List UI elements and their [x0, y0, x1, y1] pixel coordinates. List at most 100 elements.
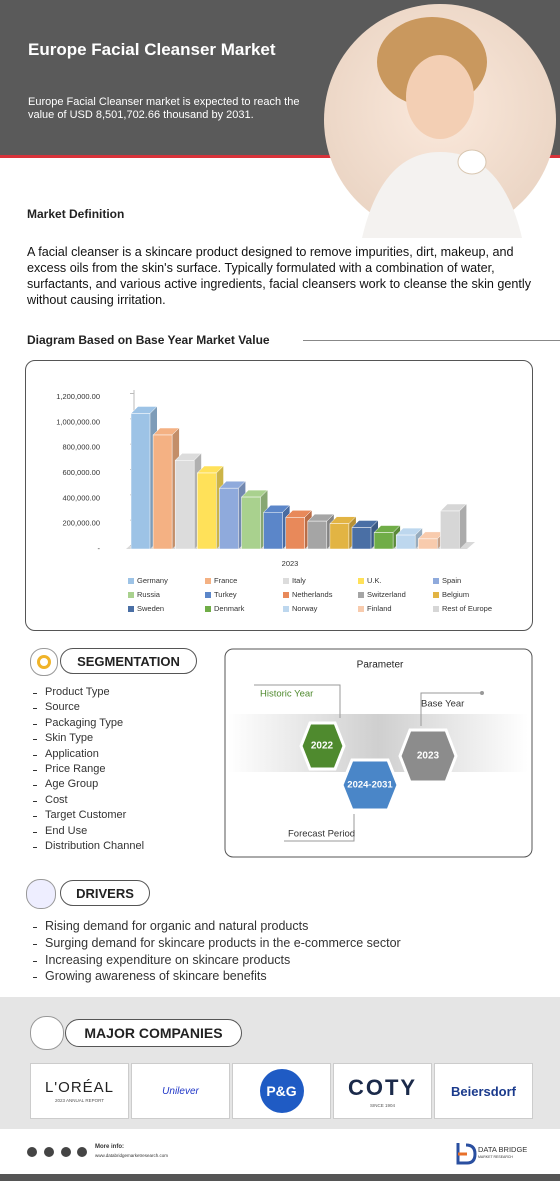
segmentation-item: Price Range [45, 763, 106, 775]
legend-swatch [128, 578, 134, 584]
definition-heading: Market Definition [27, 207, 125, 221]
x-tick-label: 2023 [282, 559, 299, 568]
bar [307, 520, 328, 550]
legend-swatch [205, 606, 211, 612]
bar [263, 512, 283, 550]
bar [440, 510, 460, 550]
more-info: More info: [95, 1144, 124, 1150]
title: Europe Facial Cleanser Market [28, 40, 276, 59]
parameter-diagram: Parameter Historic Year 2022 2024-2031 2023 B… [224, 648, 533, 858]
bar [219, 487, 239, 550]
legend-label: Turkey [214, 590, 237, 599]
bullet [33, 927, 37, 928]
legend-swatch [205, 578, 211, 584]
bar [152, 434, 173, 550]
definition-text: A facial cleanser is a skincare product … [27, 245, 532, 307]
segmentation-item: Target Customer [45, 809, 127, 822]
bar [351, 527, 372, 550]
bar [130, 413, 151, 550]
legend-swatch [128, 592, 134, 598]
header-rule [0, 155, 560, 158]
legend-label: Denmark [214, 604, 245, 613]
legend-label: France [214, 576, 237, 585]
legend-swatch [433, 606, 439, 612]
bar [395, 534, 416, 550]
company-name: P&G [259, 1069, 304, 1113]
y-tick-label: 200,000.00 [62, 519, 100, 528]
chart-frame [25, 360, 533, 631]
y-tick-label: 400,000.00 [62, 493, 100, 502]
segmentation-item: End Use [45, 824, 88, 837]
legend-swatch [358, 606, 364, 612]
bar [197, 472, 217, 550]
y-tick-label: 600,000.00 [62, 468, 100, 477]
legend-label: Norway [292, 604, 318, 613]
company-logo: P&G [232, 1063, 331, 1119]
bar [285, 517, 305, 550]
segmentation-item: Application [45, 747, 99, 760]
legend-label: Belgium [442, 590, 469, 599]
legend-label: Netherlands [292, 590, 333, 599]
company-logo: Unilever [131, 1063, 230, 1119]
drivers-title: DRIVERS [60, 880, 150, 906]
parameter-text: Forecast Period [288, 829, 355, 840]
segmentation-item: Cost [45, 793, 68, 806]
segmentation-item: Distribution Channel [45, 840, 145, 852]
bullet [33, 708, 37, 710]
company-name: Beiersdorf [450, 1083, 517, 1099]
legend-swatch [283, 592, 289, 598]
footer-band [0, 1174, 560, 1181]
legend-label: Italy [292, 576, 306, 585]
y-tick-label: 1,200,000.00 [56, 392, 100, 401]
segmentation-item: Source [45, 701, 80, 714]
bullet [33, 693, 37, 694]
parameter-text: Base Year [421, 699, 464, 710]
diagram-heading: Diagram Based on Base Year Market Value [27, 333, 270, 347]
bullet [33, 754, 37, 756]
url: www.databridgemarketresearch.com [95, 1153, 169, 1158]
bar [329, 523, 350, 550]
segmentation-title: SEGMENTATION [60, 648, 197, 674]
bullet [33, 943, 37, 945]
bar [241, 496, 261, 550]
legend-swatch [283, 578, 289, 584]
legend-label: Finland [367, 604, 392, 613]
company-sub: SINCE 1904 [369, 1102, 395, 1108]
legend-swatch [358, 578, 364, 584]
y-tick-label: 800,000.00 [62, 443, 100, 452]
company-logo: Beiersdorf [434, 1063, 533, 1119]
bullet [33, 831, 37, 833]
segmentation-item: Age Group [45, 778, 99, 791]
parameter-text: Parameter [357, 660, 404, 671]
brand-logo [456, 1143, 477, 1165]
brand: DATA BRIDGE [478, 1145, 528, 1154]
driver-item: Surging demand for skincare products in … [45, 935, 401, 950]
parameter-text: 2022 [311, 741, 334, 752]
legend-label: Spain [442, 576, 461, 585]
legend-swatch [205, 592, 211, 598]
legend-label: Germany [137, 576, 168, 585]
bullet [33, 770, 37, 771]
social-icons [27, 1147, 87, 1157]
bar-side [459, 504, 467, 549]
segmentation-icon [30, 648, 58, 676]
y-tick-label: - [98, 544, 101, 553]
drivers-icon [26, 879, 56, 909]
bar [418, 538, 438, 550]
parameter-text: 2024-2031 [347, 780, 393, 791]
company-name: COTY [347, 1074, 418, 1100]
legend-swatch [433, 592, 439, 598]
bullet [33, 739, 37, 741]
parameter-text: Historic Year [260, 689, 313, 700]
company-logo: COTY SINCE 1904 [333, 1063, 432, 1119]
legend-swatch [283, 606, 289, 612]
legend-label: U.K. [367, 576, 382, 585]
bar [174, 460, 195, 550]
bullet [33, 785, 37, 787]
company-name: Unilever [162, 1085, 199, 1097]
driver-item: Increasing expenditure on skincare produ… [45, 952, 291, 967]
bar [373, 532, 394, 550]
bullet [33, 816, 37, 818]
legend-swatch [358, 592, 364, 598]
